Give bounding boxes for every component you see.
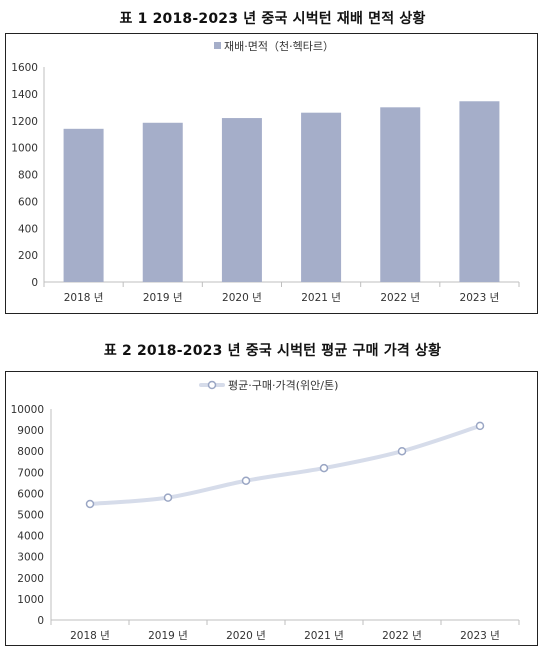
chart1-x-tick-label: 2019 년 [143, 292, 183, 304]
chart1-x-tick-label: 2020 년 [222, 292, 262, 304]
chart1-y-tick-label: 200 [18, 250, 38, 262]
chart2-y-tick-label: 2000 [17, 573, 44, 585]
chart2-point [85, 499, 95, 509]
chart2-point [397, 446, 407, 456]
chart1-y-tick-label: 400 [18, 223, 38, 235]
chart2-x-tick-label: 2019 년 [148, 630, 188, 642]
chart2-y-tick-label: 6000 [17, 488, 44, 500]
chart1-legend: 재배·면적（천·헥타르） [214, 39, 334, 53]
chart2-x-tick-label: 2021 년 [304, 630, 344, 642]
chart2-x-tick-label: 2018 년 [70, 630, 110, 642]
chart1-y-tick-label: 0 [31, 277, 38, 289]
chart1-bar [221, 118, 262, 282]
chart2-svg: 0 1000 2000 3000 4000 5000 6000 7000 8000 9000 100… [11, 379, 520, 642]
chart2-point [319, 463, 329, 473]
chart1-x-tick-label: 2018 년 [64, 292, 104, 304]
chart1-frame: 0 200 400 600 800 1000 1200 1400 1600 2018 년 2019 … [5, 33, 538, 314]
chart2-legend-marker [207, 380, 217, 390]
chart2-y-tick-label: 4000 [17, 531, 44, 543]
chart2-y-tick-label: 9000 [17, 425, 44, 437]
chart2-x-tick-label: 2023 년 [460, 630, 500, 642]
chart1-x-tick-label: 2022 년 [380, 292, 420, 304]
chart1-y-tick-label: 1600 [11, 62, 38, 74]
chart1-y-tick-label: 600 [18, 196, 38, 208]
chart1-svg: 0 200 400 600 800 1000 1200 1400 1600 2018 년 2019 … [11, 39, 520, 304]
chart2-y-tick-label: 8000 [17, 446, 44, 458]
chart1-x-tick-label: 2021 년 [301, 292, 341, 304]
chart2-x-tick-label: 2020 년 [226, 630, 266, 642]
chart2-y-tick-label: 0 [37, 615, 44, 627]
chart1-bar [142, 122, 183, 282]
chart1-y-tick-label: 1000 [11, 143, 38, 155]
chart1-x-tick-label: 2023 년 [460, 292, 500, 304]
chart1-bar [459, 101, 500, 282]
chart2-y-tick-label: 5000 [17, 510, 44, 522]
chart1-legend-label: 재배·면적（천·헥타르） [224, 39, 334, 53]
chart1-bar [63, 128, 104, 282]
chart1-y-tick-label: 1200 [11, 116, 38, 128]
chart2-point [163, 493, 173, 502]
chart2-title: 표 2 2018-2023 년 중국 시벅턴 평균 구매 가격 상황 [103, 343, 442, 359]
chart2-y-tick-label: 3000 [17, 552, 44, 564]
chart2-y-tick-label: 10000 [11, 404, 44, 416]
chart2-point [475, 421, 485, 431]
chart1-y-tick-label: 1400 [11, 89, 38, 101]
chart2-legend-label: 평균·구매·가격(위안/톤) [228, 379, 338, 392]
chart2-point [241, 476, 251, 485]
chart2-legend: 평균·구매·가격(위안/톤) [199, 379, 338, 392]
chart2-y-tick-label: 7000 [17, 467, 44, 479]
chart2-y-tick-label: 1000 [17, 594, 44, 606]
chart1-title: 표 1 2018-2023 년 중국 시벅턴 재배 면적 상황 [119, 11, 426, 27]
chart2-x-tick-label: 2022 년 [382, 630, 422, 642]
chart1-legend-swatch [214, 42, 221, 49]
chart1-bar [301, 112, 342, 282]
chart2-series-line [88, 423, 482, 506]
chart1-bar [380, 107, 421, 282]
chart2-frame: 0 1000 2000 3000 4000 5000 6000 7000 8000 9000 100… [5, 371, 538, 646]
chart1-y-tick-label: 800 [18, 170, 38, 182]
